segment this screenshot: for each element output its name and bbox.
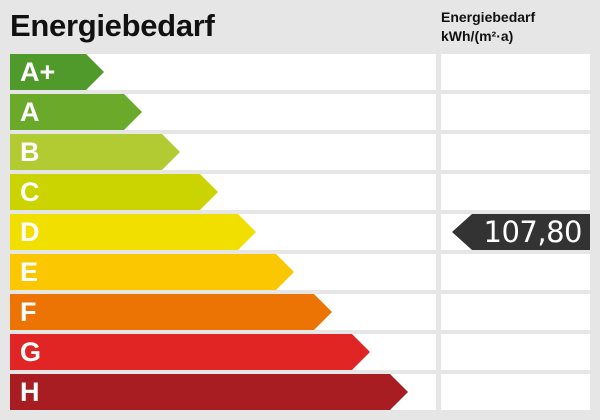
class-arrow: G (10, 334, 370, 370)
value-indicator: 107,80 (452, 214, 590, 250)
class-label: A+ (20, 57, 56, 87)
value-cell (441, 54, 590, 90)
column-title-unit: kWh/(m²·a) (441, 28, 514, 44)
class-arrow: A (10, 94, 142, 130)
arrow-shape (10, 214, 256, 250)
indicator-arrow-shape (452, 214, 590, 250)
class-arrow: H (10, 374, 408, 410)
page-title: Energiebedarf (10, 8, 215, 43)
value-cell (441, 374, 590, 410)
arrow-shape (10, 94, 142, 130)
class-arrow: B (10, 134, 180, 170)
energy-value: 107,80 (483, 215, 583, 249)
arrow-shape (10, 134, 180, 170)
value-cell (441, 134, 590, 170)
class-label: G (20, 337, 42, 367)
arrow-shape (10, 334, 370, 370)
value-cell (441, 94, 590, 130)
class-arrow: E (10, 254, 294, 290)
value-cell (441, 334, 590, 370)
class-label: B (20, 137, 40, 167)
arrow-shape (10, 54, 104, 90)
column-title: Energiebedarf kWh/(m²·a) (441, 8, 535, 46)
arrow-shape (10, 254, 294, 290)
arrow-shape (10, 174, 218, 210)
arrow-shape (10, 294, 332, 330)
class-label: E (20, 257, 39, 287)
arrow-shape (10, 374, 408, 410)
class-label: C (20, 177, 40, 207)
class-label: F (20, 297, 37, 327)
value-cell (441, 254, 590, 290)
column-title-line1: Energiebedarf (441, 9, 536, 25)
class-label: H (20, 377, 40, 407)
value-cell (441, 294, 590, 330)
class-arrow: C (10, 174, 218, 210)
value-cell (441, 174, 590, 210)
class-arrow: D (10, 214, 256, 250)
class-label: D (20, 217, 40, 247)
class-arrow: A+ (10, 54, 104, 90)
class-label: A (20, 97, 40, 127)
class-arrow: F (10, 294, 332, 330)
